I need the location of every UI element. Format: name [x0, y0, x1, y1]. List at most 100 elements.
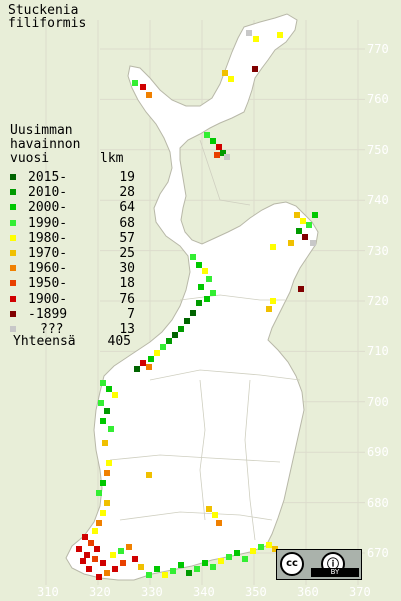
- observation-square: [288, 240, 294, 246]
- observation-square: [178, 562, 184, 568]
- legend-count: 18: [119, 276, 135, 292]
- y-axis-label: 670: [367, 546, 389, 560]
- legend-heading-line-1: Uusimman: [10, 123, 73, 138]
- observation-square: [76, 546, 82, 552]
- observation-square: [222, 70, 228, 76]
- legend-swatch: [10, 250, 16, 256]
- legend-row: 2015- 19: [10, 170, 135, 185]
- observation-square: [100, 560, 106, 566]
- observation-square: [194, 566, 200, 572]
- legend-swatch: [10, 189, 16, 196]
- observation-square: [216, 520, 222, 526]
- observation-square: [204, 132, 210, 138]
- y-axis-label: 700: [367, 394, 389, 409]
- observation-square: [106, 460, 112, 466]
- y-axis-label: 750: [367, 142, 389, 157]
- observation-square: [100, 480, 106, 486]
- legend-row: 1970- 25: [10, 246, 135, 261]
- observation-square: [186, 570, 192, 576]
- observation-square: [162, 572, 168, 578]
- observation-square: [216, 144, 222, 150]
- y-axis-label: 690: [367, 445, 389, 460]
- observation-square: [126, 544, 132, 550]
- observation-square: [102, 440, 108, 446]
- legend-swatch: [10, 204, 16, 211]
- observation-square: [258, 544, 264, 550]
- observation-square: [100, 510, 106, 516]
- legend-swatch: [10, 174, 16, 180]
- legend-label: 2015-: [28, 170, 68, 185]
- legend-total-count: 405: [107, 334, 131, 349]
- observation-square: [270, 244, 276, 250]
- observation-square: [110, 552, 116, 558]
- observation-square: [252, 66, 258, 72]
- observation-square: [218, 558, 224, 564]
- observation-square: [270, 298, 276, 304]
- legend-label: 2010-: [28, 185, 68, 201]
- legend-count: 13: [119, 322, 135, 337]
- observation-square: [234, 550, 240, 556]
- species-title-line-2: filiformis: [8, 16, 87, 31]
- legend-swatch: [10, 310, 16, 317]
- legend-row: 2010- 28: [10, 185, 135, 200]
- observation-square: [266, 542, 272, 548]
- x-axis-label: 360: [297, 585, 319, 599]
- observation-square: [253, 36, 259, 42]
- legend-label: 2000-: [28, 200, 68, 216]
- observation-square: [190, 310, 196, 316]
- legend-swatch: [10, 234, 16, 241]
- observation-square: [104, 570, 110, 576]
- observation-square: [310, 240, 316, 246]
- observation-square: [220, 150, 226, 156]
- observation-square: [184, 318, 190, 324]
- legend-total-row: Yhteensä 405: [13, 334, 131, 349]
- observation-square: [134, 366, 140, 372]
- observation-square: [204, 296, 210, 302]
- observation-square: [302, 234, 308, 240]
- observation-square: [112, 392, 118, 398]
- observation-square: [112, 566, 118, 572]
- legend-label: 1990-: [28, 215, 68, 231]
- observation-square: [296, 228, 302, 234]
- observation-square: [272, 546, 278, 552]
- observation-square: [224, 154, 230, 160]
- legend-row: 1900- 76: [10, 292, 135, 307]
- observation-square: [146, 364, 152, 370]
- y-axis-label: 740: [367, 193, 389, 208]
- observation-square: [146, 572, 152, 578]
- observation-square: [226, 554, 232, 560]
- legend-row: 2000- 64: [10, 200, 135, 215]
- observation-square: [80, 558, 86, 564]
- region-borders: [109, 139, 301, 541]
- legend-label: 1980-: [28, 230, 68, 246]
- creative-commons-icon: cc: [280, 552, 304, 576]
- observation-square: [104, 500, 110, 506]
- observation-square: [94, 546, 100, 552]
- legend-total-label: Yhteensä: [13, 334, 76, 349]
- observation-square: [104, 408, 110, 414]
- observation-square: [140, 84, 146, 90]
- observation-square: [84, 552, 90, 558]
- observation-square: [196, 262, 202, 268]
- observation-square: [212, 512, 218, 518]
- observation-square: [132, 556, 138, 562]
- observation-square: [172, 332, 178, 338]
- legend-swatch: [10, 326, 16, 332]
- cc-by-license-badge[interactable]: cc ⓘ BY: [276, 549, 362, 580]
- observation-square: [306, 222, 312, 228]
- y-axis-label: 710: [367, 344, 389, 359]
- legend-swatch: [10, 219, 16, 226]
- x-axis-label: 340: [193, 585, 215, 599]
- observation-square: [96, 490, 102, 496]
- legend-label: 1950-: [28, 276, 68, 292]
- observation-square: [154, 566, 160, 572]
- y-axis-label: 730: [367, 243, 389, 258]
- legend-row: 1980- 57: [10, 231, 135, 246]
- observation-square: [86, 566, 92, 572]
- observation-squares: [76, 30, 318, 580]
- observation-square: [104, 470, 110, 476]
- observation-square: [96, 520, 102, 526]
- observation-square: [132, 80, 138, 86]
- observation-square: [190, 254, 196, 260]
- legend-count: 19: [119, 170, 135, 185]
